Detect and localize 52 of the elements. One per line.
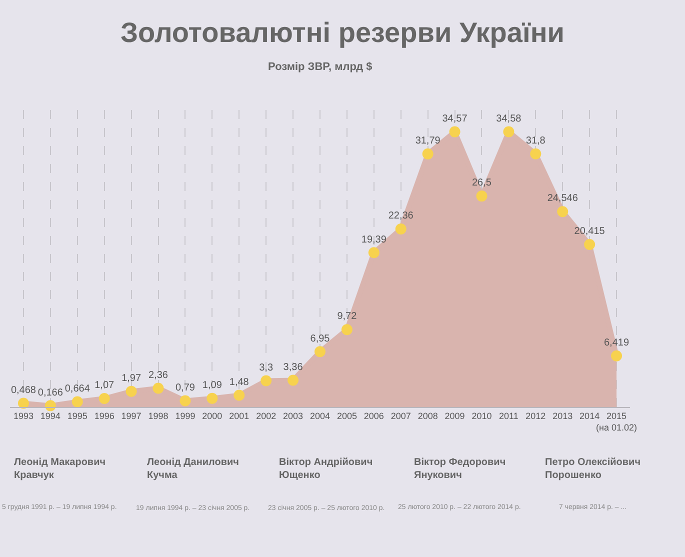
x-tick-label: 2012 [526, 410, 546, 421]
data-label: 31,79 [415, 136, 441, 147]
data-label: 0,166 [38, 387, 64, 398]
data-label: 2,36 [148, 370, 168, 381]
data-label: 0,468 [10, 384, 36, 396]
chart-title: Золотовалютні резерви України [120, 16, 564, 48]
data-label: 1,48 [229, 376, 250, 388]
data-label: 22,36 [388, 210, 414, 222]
x-tick-label: 2010 [472, 410, 492, 421]
x-tick-label: 2004 [310, 410, 330, 421]
data-label: 24,546 [547, 193, 578, 204]
data-label: 34,57 [442, 113, 468, 124]
text: Віктор Андрійович Ющенко [279, 457, 373, 481]
x-tick-label: 2001 [229, 410, 250, 421]
data-label: 19,39 [361, 234, 387, 246]
x-tick-label: 2003 [283, 410, 304, 421]
data-label: 26,5 [472, 178, 492, 189]
data-label: 20,415 [574, 226, 606, 238]
x-tick-label: 1999 [175, 410, 196, 421]
text: Віктор Федорович Янукович [414, 457, 506, 481]
data-label: 6,95 [310, 333, 330, 344]
x-tick-label: 1996 [94, 410, 114, 421]
data-label: 6,419 [604, 338, 630, 349]
x-tick-label: 1994 [40, 410, 60, 421]
x-tick-label: 2009 [444, 410, 465, 421]
data-label: 1,09 [202, 380, 222, 391]
x-tick-label: 2005 [336, 410, 357, 421]
x-tick-label: 2014 [580, 410, 600, 421]
data-label: 0,79 [175, 382, 196, 394]
x-tick-label: 2000 [202, 410, 222, 421]
x-tick-label: 1997 [121, 410, 142, 421]
x-tick-label: 1993 [13, 410, 34, 421]
data-label: 0,664 [64, 383, 90, 394]
x-tick-label: 2002 [256, 410, 276, 421]
x-tick-label: 2007 [390, 410, 411, 421]
data-label: 1,07 [94, 380, 115, 392]
data-label: 1,97 [122, 372, 142, 384]
text: Леонід Данилович Кучма [147, 457, 240, 481]
data-label: 9,72 [337, 311, 358, 322]
x-tick-label: 2006 [364, 410, 384, 421]
chart-subtitle: Розмір ЗВР, млрд $ [268, 61, 372, 73]
text: Петро Олексійович Порошенко [545, 457, 641, 481]
x-tick-label: 2013 [552, 410, 573, 421]
x-tick-label: 1995 [67, 410, 88, 421]
data-label: 3,36 [283, 362, 304, 373]
text: Леонід Макарович Кравчук [14, 457, 106, 481]
x-tick-label: 2011 [499, 410, 518, 421]
x-tick-label: 2008 [418, 410, 438, 421]
data-label: 3,3 [259, 362, 274, 374]
data-label: 31,8 [526, 135, 546, 146]
x-tick-label: 1998 [148, 410, 168, 421]
data-label: 34,58 [496, 113, 522, 124]
